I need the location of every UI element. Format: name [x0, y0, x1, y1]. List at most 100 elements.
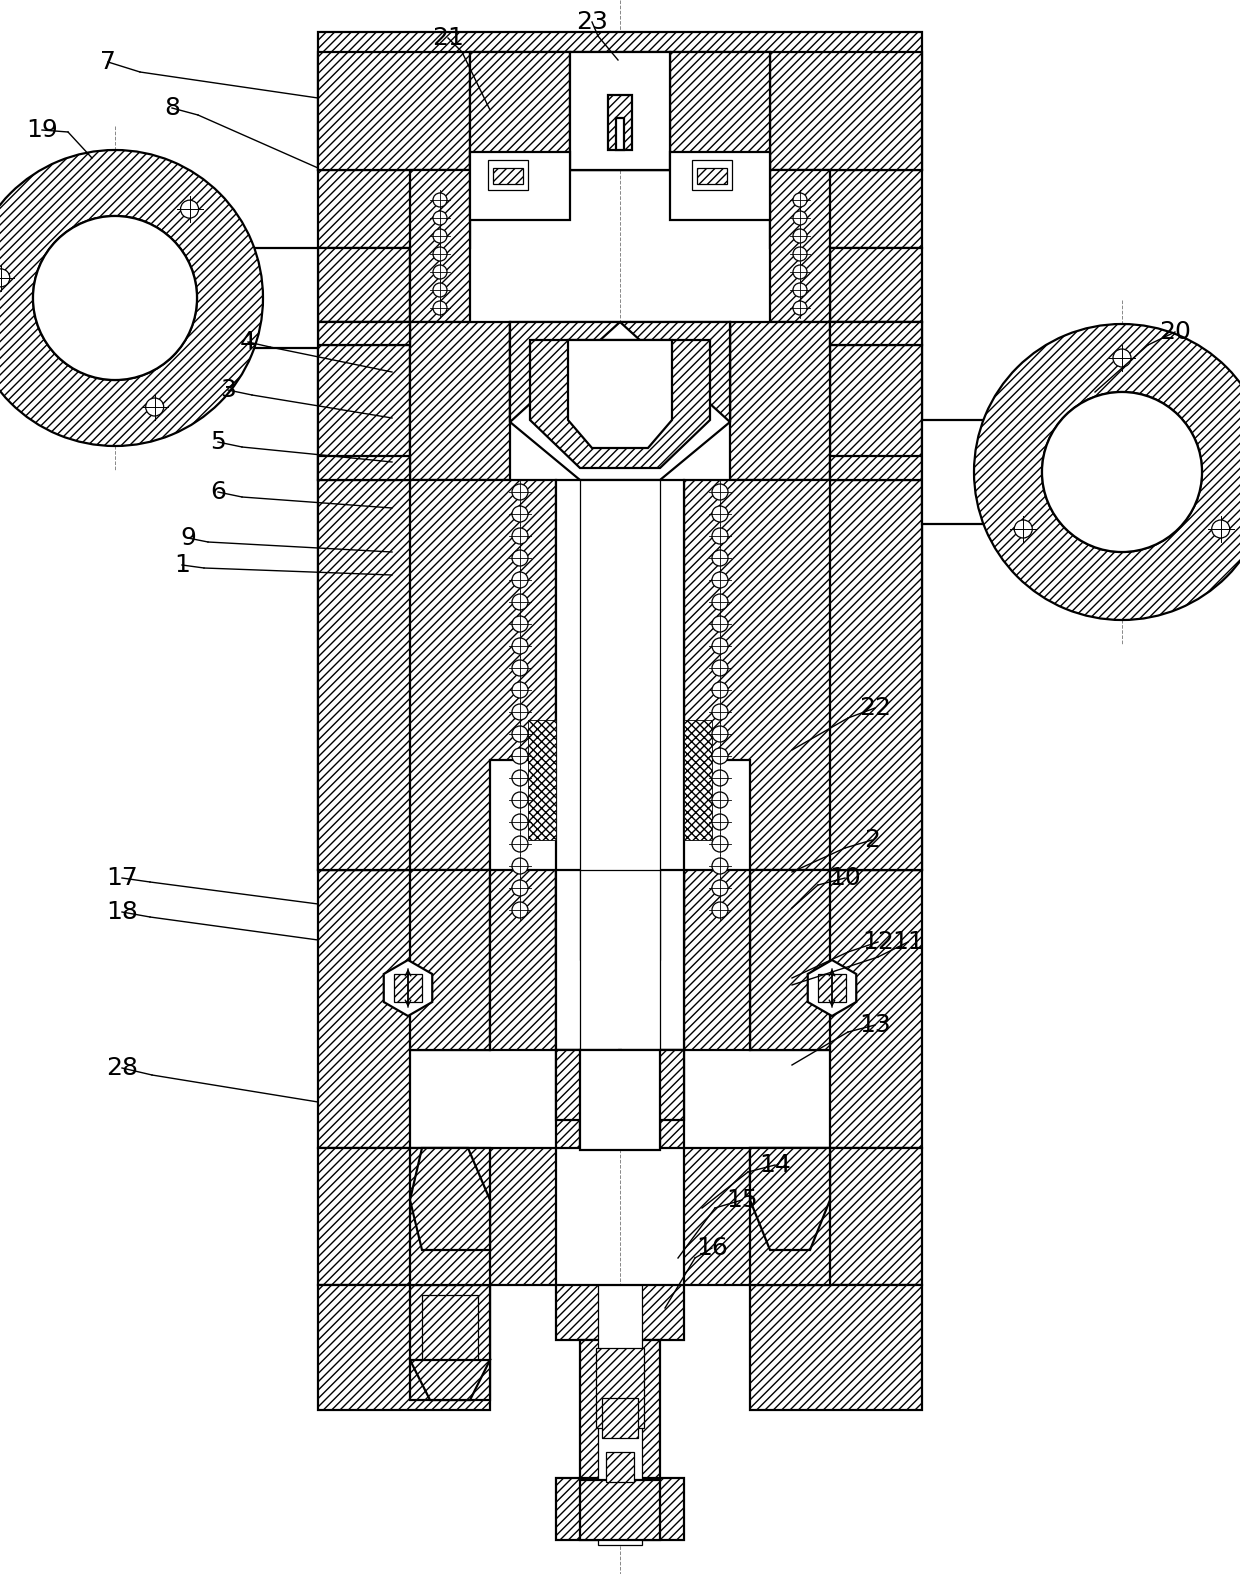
Polygon shape [830, 323, 923, 345]
Polygon shape [750, 870, 923, 1147]
Bar [570, 52, 670, 170]
Polygon shape [730, 323, 830, 480]
Bar [489, 161, 528, 190]
Circle shape [1042, 392, 1202, 552]
Polygon shape [317, 323, 410, 480]
Polygon shape [410, 870, 490, 1050]
Circle shape [712, 483, 728, 501]
Circle shape [712, 571, 728, 589]
Polygon shape [770, 52, 923, 170]
Polygon shape [556, 1478, 684, 1539]
Polygon shape [410, 480, 556, 870]
Circle shape [512, 549, 528, 567]
Polygon shape [830, 345, 923, 870]
Wedge shape [0, 150, 263, 445]
Text: 1: 1 [174, 552, 190, 578]
Circle shape [794, 194, 807, 208]
Circle shape [794, 283, 807, 297]
Text: 22: 22 [859, 696, 892, 719]
Circle shape [512, 836, 528, 852]
Circle shape [512, 505, 528, 523]
Text: 17: 17 [107, 866, 138, 889]
Polygon shape [556, 1050, 580, 1147]
Polygon shape [807, 960, 857, 1015]
Wedge shape [973, 324, 1240, 620]
Text: 16: 16 [696, 1236, 728, 1261]
Text: 6: 6 [210, 480, 226, 504]
Circle shape [794, 301, 807, 315]
Bar [606, 1451, 634, 1483]
Polygon shape [317, 1147, 556, 1284]
Text: 13: 13 [859, 1014, 890, 1037]
Text: 12: 12 [862, 930, 894, 954]
Polygon shape [684, 1147, 923, 1284]
Polygon shape [670, 52, 770, 170]
Bar [394, 974, 422, 1003]
Text: 3: 3 [219, 378, 236, 401]
Circle shape [712, 549, 728, 567]
Polygon shape [750, 1147, 830, 1250]
Polygon shape [830, 323, 923, 480]
Polygon shape [750, 480, 923, 870]
Polygon shape [410, 1284, 490, 1399]
Circle shape [512, 726, 528, 741]
Circle shape [712, 704, 728, 719]
Text: 18: 18 [107, 900, 138, 924]
Polygon shape [470, 153, 570, 220]
Text: 10: 10 [830, 866, 861, 889]
Circle shape [712, 593, 728, 611]
Circle shape [33, 216, 197, 379]
Polygon shape [317, 52, 470, 170]
Circle shape [512, 637, 528, 655]
Polygon shape [830, 456, 923, 480]
Circle shape [433, 211, 446, 225]
Circle shape [1014, 519, 1032, 538]
Polygon shape [660, 1050, 684, 1147]
Polygon shape [317, 323, 410, 345]
Circle shape [712, 748, 728, 763]
Bar [528, 719, 556, 841]
Polygon shape [510, 323, 620, 422]
Polygon shape [923, 420, 1230, 524]
Circle shape [512, 880, 528, 896]
Bar [818, 974, 846, 1003]
Bar [556, 870, 684, 1050]
Polygon shape [556, 1050, 620, 1121]
Circle shape [145, 398, 164, 416]
Circle shape [512, 682, 528, 697]
Circle shape [712, 527, 728, 545]
Circle shape [512, 615, 528, 633]
Polygon shape [556, 1284, 684, 1339]
Circle shape [512, 770, 528, 785]
Bar [601, 1398, 639, 1439]
Circle shape [0, 269, 10, 286]
Polygon shape [317, 170, 470, 249]
Polygon shape [470, 52, 770, 170]
Circle shape [512, 571, 528, 589]
Polygon shape [510, 323, 730, 480]
Bar [697, 168, 727, 184]
Polygon shape [770, 170, 923, 249]
Text: 23: 23 [577, 9, 608, 35]
Circle shape [712, 836, 728, 852]
Circle shape [712, 770, 728, 785]
Text: 5: 5 [210, 430, 226, 453]
Polygon shape [410, 1147, 490, 1250]
Polygon shape [317, 345, 410, 870]
Circle shape [794, 228, 807, 242]
Circle shape [794, 247, 807, 261]
Circle shape [512, 858, 528, 874]
Polygon shape [410, 170, 470, 323]
Circle shape [712, 880, 728, 896]
Bar [580, 870, 660, 1050]
Circle shape [1114, 349, 1131, 367]
Bar [580, 1050, 660, 1151]
Polygon shape [750, 870, 830, 1050]
Text: 21: 21 [432, 27, 464, 50]
Text: 19: 19 [26, 118, 58, 142]
Circle shape [712, 726, 728, 741]
Polygon shape [580, 1339, 660, 1480]
Polygon shape [750, 1284, 923, 1410]
Circle shape [712, 505, 728, 523]
Circle shape [512, 704, 528, 719]
